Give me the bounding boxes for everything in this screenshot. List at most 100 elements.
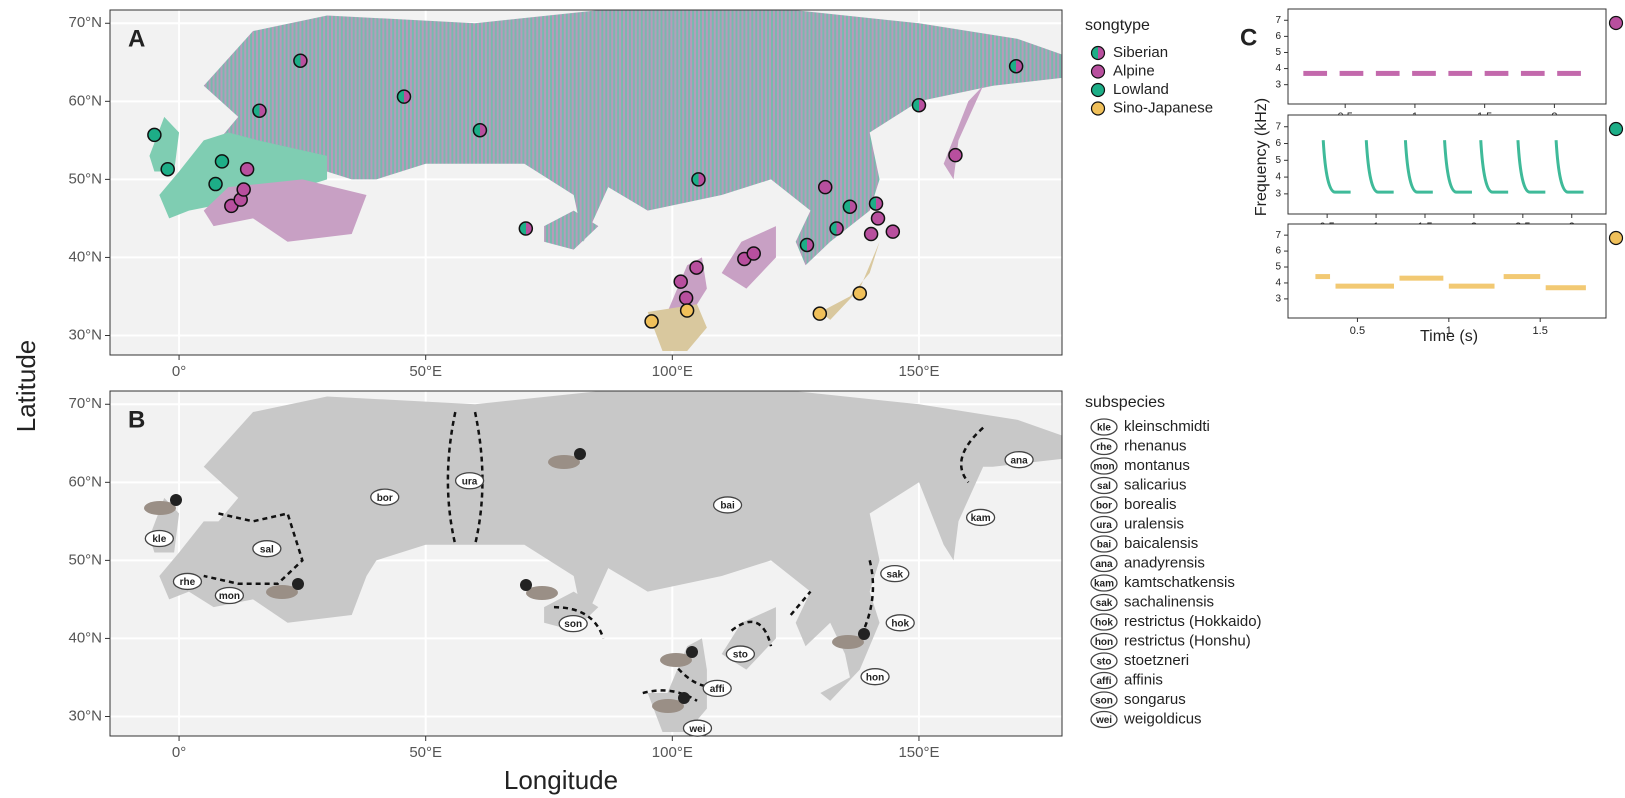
subspecies-code: ura <box>462 476 478 487</box>
sample-point <box>679 303 695 318</box>
subspecies-badge <box>860 668 890 686</box>
subspecies-badge <box>885 614 915 632</box>
subspecies-code: rhe <box>180 577 196 588</box>
subspecies-code: sto <box>733 650 748 661</box>
subspecies-code: affi <box>710 684 725 695</box>
legend-label: songarus <box>1124 691 1186 708</box>
subspecies-code: ana <box>1010 455 1028 466</box>
subspecies-boundaries <box>204 412 983 701</box>
legend-code: hon <box>1095 637 1113 648</box>
spectrogram-y-label: Frequency (kHz) <box>1253 98 1270 216</box>
subspecies-code: son <box>564 619 582 630</box>
song-note <box>1479 140 1509 194</box>
y-tick-label: 3 <box>1275 79 1281 90</box>
legend-badge <box>1090 535 1118 553</box>
legend-label: anadyrensis <box>1124 554 1205 571</box>
song-note <box>1545 285 1586 291</box>
subspecies-code: bor <box>377 493 393 504</box>
range-total <box>149 391 1062 733</box>
legend-code: wei <box>1095 715 1112 726</box>
x-tick-label: 0° <box>172 363 186 380</box>
subspecies-badge <box>172 572 203 591</box>
sample-point <box>293 53 308 68</box>
song-note <box>1520 70 1545 76</box>
sample-point <box>689 260 704 275</box>
legend-label: weigoldicus <box>1123 710 1202 727</box>
legend-marker <box>1090 64 1106 79</box>
y-tick-label: 60°N <box>68 92 102 109</box>
x-tick-label: 100°E <box>652 744 693 761</box>
x-tick-label: 50°E <box>409 363 442 380</box>
legend-badge <box>1090 457 1118 475</box>
legend-label: montanus <box>1124 457 1190 474</box>
legend-badge <box>1090 710 1118 729</box>
legend-badge <box>1090 574 1118 592</box>
song-note <box>1339 70 1364 76</box>
legend-code: mon <box>1093 462 1114 473</box>
song-note <box>1315 274 1331 280</box>
legend-code: sak <box>1096 598 1113 609</box>
legend-code: hok <box>1095 618 1113 629</box>
song-note <box>1321 140 1351 194</box>
y-tick-label: 4 <box>1275 172 1281 183</box>
sample-point <box>1008 58 1024 74</box>
legend-badge <box>1090 613 1118 631</box>
legend-code: kam <box>1094 579 1114 590</box>
legend-code: affi <box>1097 676 1112 687</box>
legend-label: kleinschmidti <box>1124 418 1210 435</box>
subspecies-code: mon <box>219 591 240 602</box>
y-tick-label: 70°N <box>68 14 102 31</box>
legend-code: bor <box>1096 501 1112 512</box>
sample-point <box>518 221 534 236</box>
legend-badge <box>1090 515 1118 534</box>
sample-point <box>691 172 706 187</box>
song-note <box>1557 70 1581 76</box>
y-tick-label: 40°N <box>68 629 102 646</box>
subspecies-code: wei <box>688 724 705 735</box>
sample-point <box>852 286 868 301</box>
song-note <box>1516 140 1546 194</box>
x-axis-label: Longitude <box>504 765 618 795</box>
x-tick-label: 1 <box>1446 325 1452 337</box>
song-note <box>1443 140 1472 194</box>
y-tick-label: 4 <box>1275 278 1281 289</box>
legend-label: baicalensis <box>1124 535 1198 552</box>
legend-badge <box>1090 418 1118 436</box>
sample-point <box>472 122 488 138</box>
legend-code: ura <box>1096 520 1112 531</box>
songtype-marker <box>1608 230 1624 246</box>
panel-label: A <box>128 25 145 52</box>
sample-point <box>948 147 963 163</box>
map-frame <box>109 9 1063 356</box>
y-tick-label: 3 <box>1275 294 1281 305</box>
legend-code: sal <box>1097 481 1111 492</box>
legend-badge <box>1090 437 1118 456</box>
legend-code: ana <box>1095 559 1113 570</box>
subspecies-code: bai <box>720 501 735 512</box>
subspecies-code: hon <box>866 672 884 683</box>
legend-badge <box>1090 554 1118 573</box>
y-tick-label: 4 <box>1275 63 1281 74</box>
subspecies-badge <box>702 679 732 698</box>
legend-title: subspecies <box>1085 394 1165 411</box>
sample-point <box>147 127 162 143</box>
sample-point <box>208 176 223 192</box>
song-note <box>1503 274 1541 280</box>
song-note <box>1412 70 1436 76</box>
subspecies-code: kam <box>971 513 991 524</box>
songtype-marker <box>1608 121 1624 137</box>
y-tick-label: 30°N <box>68 326 102 343</box>
legend-label: restrictus (Hokkaido) <box>1124 613 1262 630</box>
y-tick-label: 60°N <box>68 473 102 490</box>
subspecies-badge <box>965 508 996 527</box>
sample-point <box>160 161 175 177</box>
legend-label: Lowland <box>1113 81 1169 98</box>
x-tick-label: 150°E <box>898 744 939 761</box>
song-note <box>1554 140 1584 194</box>
legend-label: affinis <box>1124 671 1163 688</box>
legend-code: kle <box>1097 423 1111 434</box>
sample-point <box>644 314 659 329</box>
subspecies-code: sak <box>886 569 903 580</box>
legend-badge <box>1090 476 1118 495</box>
legend-badge <box>1090 632 1118 651</box>
